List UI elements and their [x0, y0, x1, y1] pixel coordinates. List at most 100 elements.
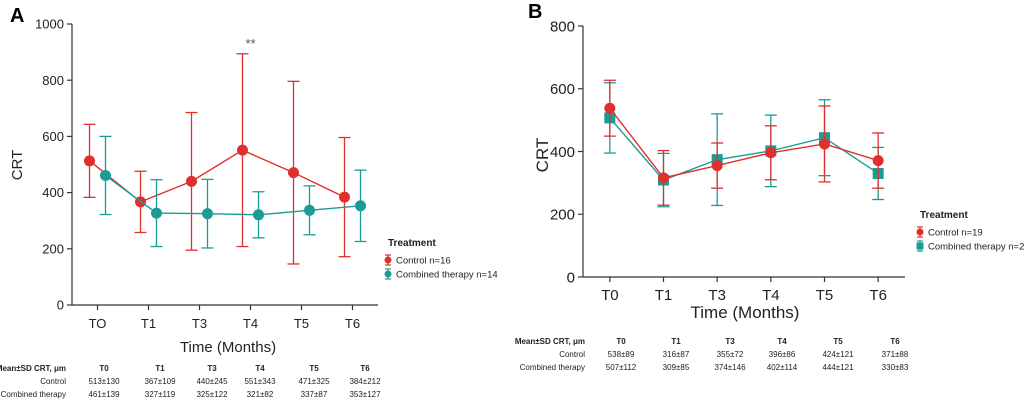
data-point — [819, 138, 830, 150]
x-tick-label: T1 — [655, 287, 673, 304]
table-column-header: T0 — [616, 337, 626, 346]
y-tick-label: 600 — [550, 81, 575, 98]
x-axis-label: Time (Months) — [691, 303, 800, 322]
legend: Treatment Control n=19 Combined therapy n=… — [916, 210, 1024, 253]
legend-label-combined: Combined therapy n=24 — [928, 242, 1024, 253]
y-tick-label: 200 — [550, 207, 575, 224]
legend-label-control: Control n=16 — [396, 256, 451, 267]
x-tick-label: T5 — [294, 316, 309, 331]
data-point — [202, 208, 213, 220]
table-column-header: T1 — [155, 364, 165, 373]
series-control — [603, 79, 885, 206]
legend-title: Treatment — [388, 238, 436, 249]
table-cell: 396±86 — [769, 350, 796, 359]
panel-label: B — [528, 1, 542, 23]
data-point — [237, 144, 248, 156]
data-point — [711, 160, 723, 172]
legend-marker-combined — [384, 270, 392, 278]
x-tick-label: TO — [89, 316, 107, 331]
table-column-header: T6 — [890, 337, 900, 346]
y-tick-label: 800 — [42, 73, 64, 88]
table-cell: 551±343 — [244, 377, 276, 386]
x-tick-label: T4 — [762, 287, 780, 304]
y-tick-label: 400 — [550, 144, 575, 161]
y-tick-label: 1000 — [35, 17, 64, 32]
series-line-control — [89, 149, 345, 203]
table-column-header: T3 — [207, 364, 217, 373]
table-header-label: Mean±SD CRT, μm — [0, 364, 66, 373]
x-tick-label: T3 — [192, 316, 207, 331]
table-row-label: Control — [559, 350, 585, 359]
summary-table: Mean±SD CRT, μm T0 T1 T3 T4 T5 T6 Control 513±13… — [0, 364, 381, 399]
table-cell: 325±122 — [196, 390, 228, 399]
table-cell: 353±127 — [349, 390, 381, 399]
table-cell: 402±114 — [767, 363, 798, 372]
data-point — [186, 175, 197, 187]
table-cell: 538±89 — [608, 350, 635, 359]
legend: Treatment Control n=16 Combined therapy n=… — [384, 238, 498, 281]
table-column-header: T5 — [833, 337, 843, 346]
y-tick-label: 0 — [57, 298, 64, 313]
table-cell: 321±82 — [247, 390, 274, 399]
series-control — [83, 53, 351, 265]
table-column-header: T0 — [99, 364, 109, 373]
data-point — [253, 209, 264, 221]
table-cell: 384±212 — [349, 377, 381, 386]
table-cell: 355±72 — [717, 350, 744, 359]
table-cell: 471±325 — [298, 377, 330, 386]
table-column-header: T5 — [309, 364, 319, 373]
y-tick-label: 0 — [567, 269, 575, 286]
series-combined — [603, 82, 885, 208]
y-tick-label: 600 — [42, 129, 64, 144]
data-point — [288, 167, 299, 179]
y-tick-label: 400 — [42, 185, 64, 200]
summary-table: Mean±SD CRT, μm T0 T1 T3 T4 T5 T6 Control 538±89… — [515, 337, 909, 372]
table-column-header: T4 — [255, 364, 265, 373]
data-point — [339, 191, 350, 203]
legend-marker-control — [916, 228, 924, 236]
table-cell: 327±119 — [145, 390, 176, 399]
table-cell: 316±87 — [663, 350, 690, 359]
data-point — [604, 102, 616, 114]
x-tick-label: T3 — [708, 287, 726, 304]
table-column-header: T4 — [777, 337, 787, 346]
panel-label: A — [10, 5, 24, 27]
series-combined — [99, 135, 367, 249]
table-cell: 337±87 — [301, 390, 328, 399]
table-column-header: T1 — [671, 337, 681, 346]
y-tick-label: 800 — [550, 18, 575, 35]
table-row-label: Combined therapy — [520, 363, 585, 372]
data-point — [355, 200, 366, 212]
table-row-label: Control — [40, 377, 66, 386]
panel-B: B 0 200 400 600 800 T0 T1 T3 T4 T5 T6 CRT Time (Month… — [515, 1, 1024, 372]
legend-label-control: Control n=19 — [928, 228, 983, 239]
table-cell: 440±245 — [196, 377, 228, 386]
significance-annotation: ** — [245, 36, 255, 51]
y-axis-label: CRT — [533, 138, 552, 173]
x-tick-label: T0 — [601, 287, 619, 304]
x-axis-label: Time (Months) — [180, 339, 276, 356]
table-cell: 371±88 — [882, 350, 909, 359]
y-tick-label: 200 — [42, 241, 64, 256]
series-line-combined — [609, 117, 879, 181]
data-point — [658, 172, 669, 184]
series-line-control — [609, 107, 879, 179]
legend-label-combined: Combined therapy n=14 — [396, 270, 498, 281]
data-point — [151, 207, 162, 219]
table-cell: 507±112 — [606, 363, 637, 372]
data-point — [872, 155, 884, 167]
x-tick-label: T5 — [816, 287, 834, 304]
legend-title: Treatment — [920, 210, 968, 221]
x-tick-label: T6 — [345, 316, 360, 331]
legend-marker-control — [384, 256, 392, 264]
table-column-header: T6 — [360, 364, 370, 373]
series-line-combined — [105, 174, 361, 216]
table-cell: 330±83 — [882, 363, 909, 372]
table-column-header: T3 — [725, 337, 735, 346]
table-cell: 309±85 — [663, 363, 690, 372]
table-cell: 513±130 — [88, 377, 120, 386]
table-row-label: Combined therapy — [1, 390, 66, 399]
y-axis-label: CRT — [9, 150, 26, 181]
table-cell: 444±121 — [822, 363, 854, 372]
